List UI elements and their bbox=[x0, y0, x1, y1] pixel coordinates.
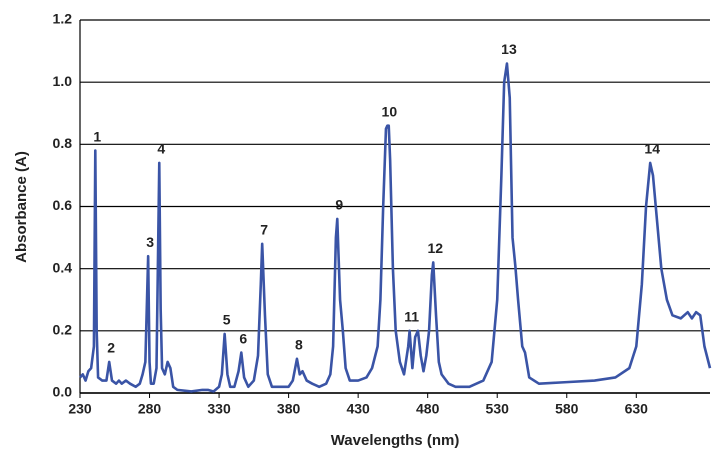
y-tick-label: 1.0 bbox=[53, 73, 73, 89]
x-tick-label: 530 bbox=[486, 401, 510, 417]
peak-label: 13 bbox=[501, 41, 517, 57]
x-tick-label: 230 bbox=[68, 401, 92, 417]
peak-label: 7 bbox=[260, 222, 268, 238]
y-tick-label: 0.0 bbox=[53, 384, 73, 400]
x-tick-label: 580 bbox=[555, 401, 579, 417]
peak-label: 11 bbox=[404, 309, 419, 325]
peak-label: 8 bbox=[295, 337, 303, 353]
peak-label: 3 bbox=[146, 234, 154, 250]
peak-label: 4 bbox=[157, 141, 165, 157]
peak-label: 6 bbox=[239, 330, 247, 346]
y-tick-label: 0.4 bbox=[53, 259, 73, 275]
x-tick-label: 330 bbox=[207, 401, 231, 417]
peak-label: 5 bbox=[223, 312, 231, 328]
peak-label: 1 bbox=[93, 128, 101, 144]
x-tick-label: 630 bbox=[625, 401, 649, 417]
x-tick-label: 380 bbox=[277, 401, 301, 417]
y-tick-label: 0.6 bbox=[53, 197, 73, 213]
x-tick-label: 430 bbox=[346, 401, 370, 417]
y-tick-label: 0.2 bbox=[53, 322, 73, 338]
y-tick-label: 1.2 bbox=[53, 11, 73, 27]
peak-label: 14 bbox=[644, 141, 660, 157]
x-tick-label: 480 bbox=[416, 401, 440, 417]
peak-label: 9 bbox=[335, 197, 343, 213]
peak-label: 2 bbox=[107, 340, 115, 356]
y-tick-label: 0.8 bbox=[53, 135, 73, 151]
x-axis-label: Wavelengths (nm) bbox=[331, 432, 460, 449]
x-tick-label: 280 bbox=[138, 401, 162, 417]
peak-label: 10 bbox=[382, 103, 398, 119]
y-axis-label: Absorbance (A) bbox=[13, 151, 30, 263]
spectrum-line bbox=[79, 62, 712, 393]
peak-label: 12 bbox=[427, 240, 443, 256]
